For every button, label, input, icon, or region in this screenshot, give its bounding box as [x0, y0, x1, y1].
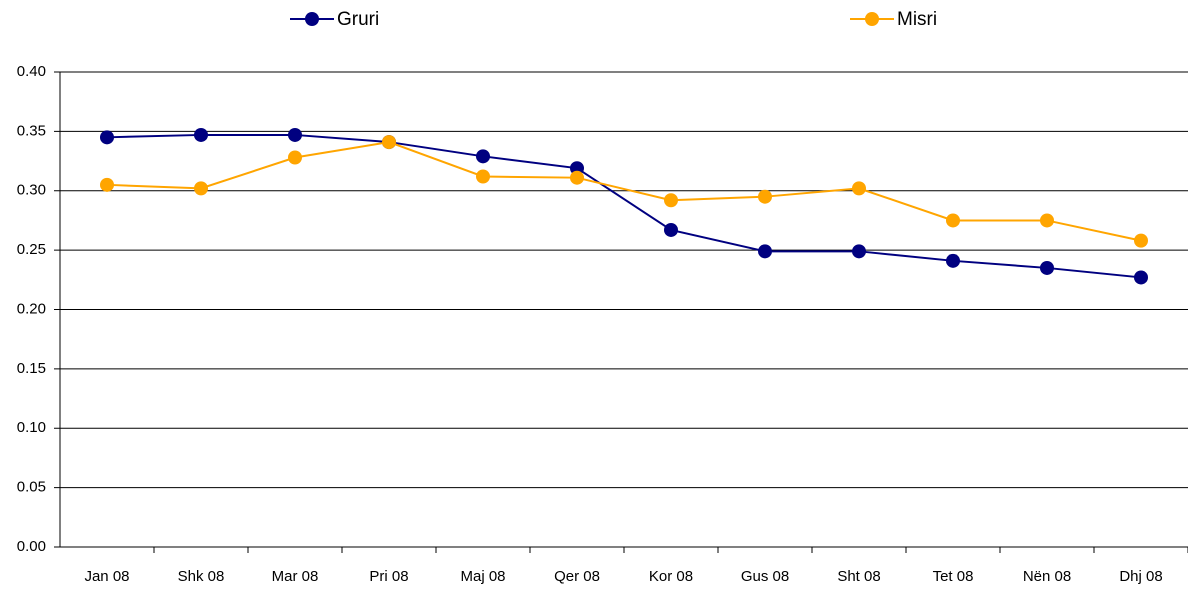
point — [946, 213, 960, 228]
x-tick-label: Qer 08 — [554, 568, 600, 585]
y-tick-label: 0.30 — [17, 182, 46, 199]
series-line — [106, 141, 1142, 242]
point — [288, 127, 302, 142]
x-tick-label: Tet 08 — [933, 568, 974, 585]
point — [570, 170, 584, 185]
x-tick-label: Pri 08 — [369, 568, 408, 585]
point — [758, 189, 772, 204]
x-tick-label: Maj 08 — [460, 568, 505, 585]
x-tick-label: Kor 08 — [649, 568, 693, 585]
y-tick-label: 0.00 — [17, 538, 46, 555]
point — [946, 253, 960, 268]
x-tick-label: Gus 08 — [741, 568, 789, 585]
point — [100, 130, 114, 145]
point — [852, 181, 866, 196]
y-tick-label: 0.10 — [17, 419, 46, 436]
y-tick-label: 0.15 — [17, 360, 46, 377]
point — [194, 127, 208, 142]
y-tick-label: 0.40 — [17, 63, 46, 80]
point — [476, 149, 490, 164]
point — [194, 181, 208, 196]
y-tick-label: 0.05 — [17, 479, 46, 496]
point — [382, 135, 396, 150]
legend-marker — [865, 12, 879, 26]
point — [664, 222, 678, 237]
point — [1040, 213, 1054, 228]
legend-label: Misri — [897, 9, 937, 30]
point — [1040, 260, 1054, 275]
point — [664, 193, 678, 208]
legend-label: Gruri — [337, 9, 379, 30]
point — [1134, 233, 1148, 248]
x-tick-label: Sht 08 — [837, 568, 880, 585]
point — [100, 177, 114, 192]
x-tick-label: Nën 08 — [1023, 568, 1071, 585]
series-line — [106, 133, 1142, 279]
point — [852, 244, 866, 259]
y-tick-label: 0.20 — [17, 300, 46, 317]
y-tick-label: 0.35 — [17, 122, 46, 139]
x-tick-label: Jan 08 — [84, 568, 129, 585]
x-tick-label: Mar 08 — [272, 568, 319, 585]
point — [1134, 270, 1148, 285]
legend-marker — [305, 12, 319, 26]
point — [758, 244, 772, 259]
y-tick-label: 0.25 — [17, 241, 46, 258]
point — [288, 150, 302, 165]
x-tick-label: Dhj 08 — [1119, 568, 1162, 585]
point — [476, 169, 490, 184]
x-tick-label: Shk 08 — [178, 568, 225, 585]
